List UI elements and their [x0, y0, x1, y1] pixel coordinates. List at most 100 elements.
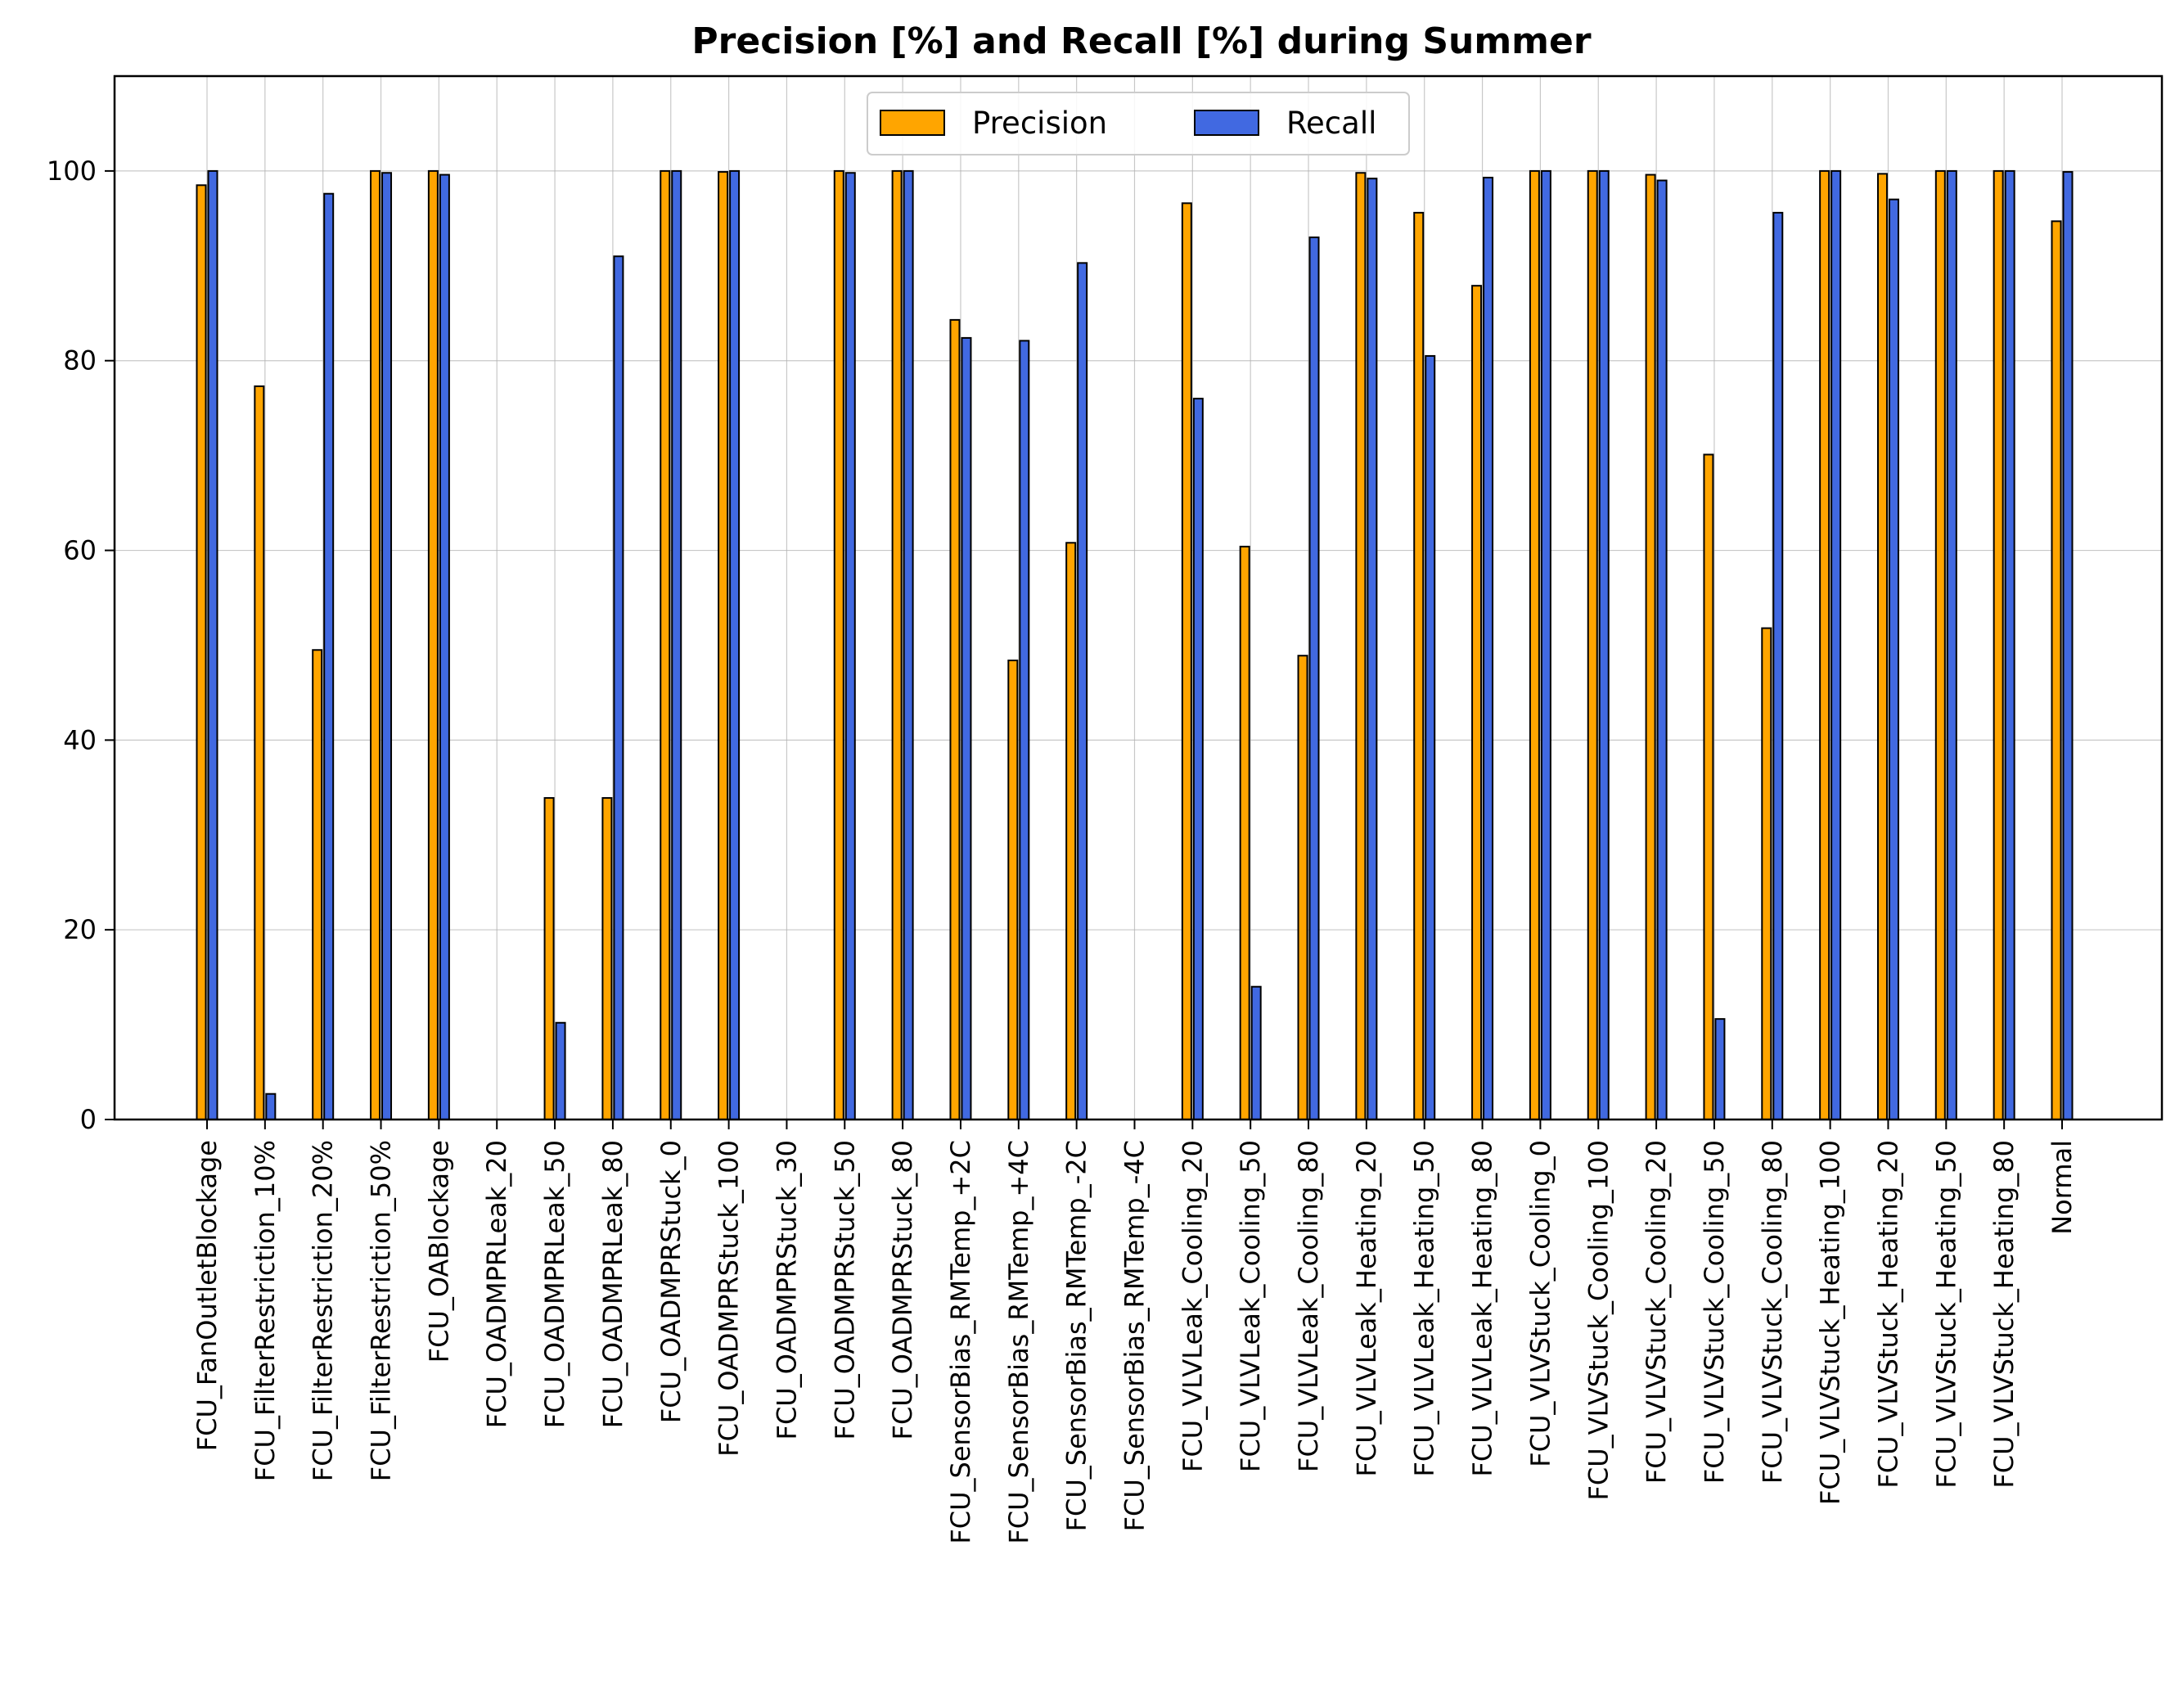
x-tick-label: FCU_OADMPRStuck_0 — [655, 1140, 687, 1423]
legend-label-precision: Precision — [972, 106, 1107, 141]
x-tick-label: FCU_VLVStuck_Cooling_100 — [1583, 1140, 1614, 1500]
precision-bar — [1703, 453, 1714, 1120]
x-tick-label: FCU_SensorBias_RMTemp_+2C — [945, 1140, 976, 1544]
precision-bar — [427, 169, 439, 1121]
precision-bar — [1934, 169, 1946, 1121]
x-tick-label: FCU_VLVStuck_Cooling_0 — [1524, 1140, 1556, 1467]
precision-bar — [1587, 169, 1598, 1121]
legend: Precision Recall — [867, 92, 1410, 155]
x-tick-label: FCU_FilterRestriction_10% — [250, 1140, 281, 1481]
y-axis: 0 20 40 60 80 100 — [47, 155, 115, 1135]
recall-bar — [2062, 171, 2074, 1120]
x-tick-label: FCU_FilterRestriction_50% — [366, 1140, 397, 1481]
precision-bar — [660, 169, 671, 1121]
recall-bar — [1019, 340, 1030, 1120]
recall-bar — [903, 169, 914, 1121]
x-tick-label: FCU_VLVLeak_Cooling_20 — [1177, 1140, 1208, 1472]
x-tick-label: FCU_OADMPRLeak_50 — [539, 1140, 570, 1428]
legend-label-recall: Recall — [1286, 106, 1376, 141]
recall-bar — [1831, 169, 1842, 1121]
recall-bar — [1598, 169, 1610, 1121]
bars — [196, 169, 2074, 1121]
x-tick-label: FCU_SensorBias_RMTemp_+4C — [1003, 1140, 1034, 1544]
y-tick-label: 0 — [80, 1104, 97, 1135]
x-tick-label: FCU_OADMPRStuck_80 — [887, 1140, 918, 1439]
x-tick-label: FCU_VLVLeak_Cooling_80 — [1293, 1140, 1324, 1472]
precision-bar — [1065, 542, 1077, 1120]
x-tick-label: FCU_FilterRestriction_20% — [308, 1140, 339, 1481]
recall-bar — [439, 173, 450, 1121]
chart-title: Precision [%] and Recall [%] during Summ… — [691, 20, 1591, 62]
precision-bar — [370, 169, 381, 1121]
recall-bar — [265, 1093, 277, 1121]
x-tick-label: FCU_VLVLeak_Cooling_50 — [1235, 1140, 1266, 1472]
recall-bar — [1425, 354, 1436, 1120]
x-tick-label: FCU_OADMPRLeak_20 — [481, 1140, 512, 1428]
precision-bar — [891, 169, 903, 1121]
x-tick-label: FCU_VLVLeak_Heating_20 — [1351, 1140, 1382, 1476]
precision-bar — [1297, 655, 1308, 1120]
x-tick-label: FCU_OADMPRLeak_80 — [597, 1140, 628, 1428]
recall-bar — [1656, 179, 1668, 1120]
precision-bar — [601, 797, 613, 1120]
recall-bar — [729, 169, 741, 1121]
x-tick-label: FCU_SensorBias_RMTemp_-2C — [1061, 1140, 1092, 1531]
recall-bar — [1772, 211, 1784, 1121]
precision-bar — [1413, 211, 1425, 1121]
x-tick-label: FCU_VLVStuck_Cooling_50 — [1699, 1140, 1730, 1484]
x-tick-label: Normal — [2047, 1140, 2078, 1235]
x-tick-label: FCU_VLVStuck_Heating_20 — [1872, 1140, 1903, 1489]
recall-bar — [844, 172, 856, 1120]
x-tick-label: FCU_VLVStuck_Heating_100 — [1815, 1140, 1846, 1505]
x-tick-label: FCU_SensorBias_RMTemp_-4C — [1119, 1140, 1151, 1531]
y-tick-label: 40 — [63, 724, 97, 755]
recall-bar — [1077, 262, 1088, 1120]
recall-bar — [1250, 985, 1262, 1121]
legend-swatch-precision — [880, 110, 945, 136]
y-tick-label: 100 — [47, 155, 97, 187]
x-tick-label: FCU_OADMPRStuck_30 — [771, 1140, 802, 1439]
precision-bar — [949, 318, 961, 1120]
x-tick-label: FCU_VLVStuck_Heating_80 — [1988, 1140, 2020, 1489]
x-tick-label: FCU_VLVLeak_Heating_80 — [1467, 1140, 1498, 1476]
x-tick-label: FCU_VLVLeak_Heating_50 — [1409, 1140, 1440, 1476]
x-tick-label: FCU_OABlockage — [423, 1140, 454, 1363]
recall-bar — [2004, 169, 2015, 1121]
y-tick-label: 80 — [63, 345, 97, 376]
gridlines — [115, 76, 2162, 1120]
precision-bar — [1645, 173, 1656, 1121]
precision-bar — [1993, 169, 2004, 1121]
precision-bar — [1007, 660, 1019, 1120]
recall-bar — [613, 255, 624, 1120]
x-axis: FCU_FanOutletBlockage FCU_FilterRestricti… — [191, 1120, 2078, 1544]
x-tick-label: FCU_VLVStuck_Cooling_80 — [1757, 1140, 1788, 1484]
recall-bar — [1192, 398, 1204, 1121]
legend-box — [867, 92, 1410, 155]
y-tick-label: 20 — [63, 914, 97, 945]
precision-bar — [312, 649, 323, 1120]
recall-bar — [1367, 178, 1378, 1121]
recall-bar — [207, 169, 218, 1121]
x-tick-label: FCU_VLVStuck_Cooling_20 — [1641, 1140, 1672, 1484]
recall-bar — [961, 336, 972, 1120]
recall-bar — [1308, 237, 1320, 1121]
y-tick-label: 60 — [63, 535, 97, 566]
precision-bar — [1181, 202, 1192, 1120]
recall-bar — [1483, 177, 1494, 1121]
precision-bar — [2051, 220, 2062, 1120]
precision-bar — [543, 797, 555, 1120]
precision-bar — [254, 385, 265, 1121]
precision-bar — [1761, 627, 1772, 1120]
precision-bar — [1876, 173, 1888, 1121]
x-tick-label: FCU_VLVStuck_Heating_50 — [1930, 1140, 1961, 1489]
recall-bar — [1540, 169, 1551, 1121]
precision-bar — [1239, 545, 1250, 1120]
legend-swatch-recall — [1194, 110, 1259, 136]
recall-bar — [1888, 198, 1899, 1121]
x-tick-label: FCU_OADMPRStuck_50 — [829, 1140, 860, 1439]
plot-area-frame — [113, 74, 2164, 1121]
precision-bar — [1355, 172, 1367, 1120]
precision-bar — [1819, 169, 1831, 1121]
precision-bar — [833, 169, 844, 1121]
